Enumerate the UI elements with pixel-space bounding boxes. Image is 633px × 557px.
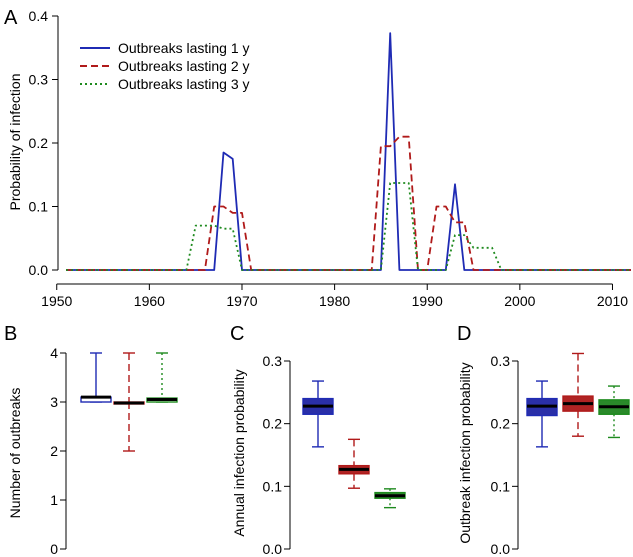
- box-y-tick-label: 3: [50, 394, 58, 410]
- a-y-tick-label: 0.1: [29, 199, 49, 215]
- box-1: [80, 352, 112, 403]
- box-y-tick-label: 0.1: [491, 478, 511, 494]
- box-y-tick-label: 1: [50, 492, 58, 508]
- panel-d-boxplot: 0.0 0.1 0.2 0.3: [491, 352, 630, 557]
- box-y-tick-label: 0.0: [491, 541, 511, 557]
- panel-a-legend: Outbreaks lasting 1 y Outbreaks lasting 2…: [80, 40, 250, 92]
- box-3: [146, 352, 178, 403]
- box-y-tick-label: 0.1: [263, 478, 283, 494]
- panel-b-boxplot: 0 1 2 3 4: [50, 345, 178, 557]
- panel-c-boxplot: 0.0 0.1 0.2 0.3: [263, 353, 406, 557]
- panel-label-b: B: [4, 323, 17, 345]
- box-y-tick-label: 4: [50, 345, 58, 361]
- a-x-tick-label: 1960: [134, 293, 165, 309]
- box-y-tick-label: 2: [50, 443, 58, 459]
- a-y-tick-label: 0.3: [29, 72, 49, 88]
- panel-label-d: D: [457, 323, 471, 345]
- panel-a-y-axis-label: Probability of infection: [7, 74, 23, 211]
- box-1: [302, 380, 334, 448]
- box-3: [598, 385, 630, 439]
- a-y-tick-label: 0.4: [29, 8, 49, 24]
- panel-c-y-axis-label: Annual infection probability: [231, 369, 247, 536]
- a-x-tick-label: 1980: [319, 293, 350, 309]
- panel-a-lines: [66, 32, 631, 271]
- panel-a-axes: 0.0 0.1 0.2 0.3 0.4 1950 1960 1970 1980 1990 2000 2…: [29, 8, 629, 309]
- series-line-3: [66, 182, 631, 271]
- box-2: [338, 438, 370, 489]
- box-y-tick-label: 0.0: [263, 541, 283, 557]
- a-x-tick-label: 1990: [412, 293, 443, 309]
- box-y-tick-label: 0: [50, 541, 58, 557]
- panel-d-y-axis-label: Outbreak infection probability: [457, 362, 473, 543]
- box-y-tick-label: 0.3: [263, 353, 283, 369]
- panel-label-a: A: [4, 7, 18, 29]
- a-x-tick-label: 1970: [226, 293, 257, 309]
- a-y-tick-label: 0.2: [29, 135, 49, 151]
- box-2: [113, 352, 145, 452]
- legend-label-1: Outbreaks lasting 1 y: [118, 40, 250, 56]
- box-y-tick-label: 0.3: [491, 353, 511, 369]
- legend-label-2: Outbreaks lasting 2 y: [118, 58, 250, 74]
- panel-label-c: C: [230, 323, 244, 345]
- a-x-tick-label: 2000: [504, 293, 535, 309]
- panel-b-y-axis-label: Number of outbreaks: [7, 388, 23, 519]
- series-line-2: [66, 135, 631, 271]
- legend-label-3: Outbreaks lasting 3 y: [118, 76, 250, 92]
- series-line-1: [66, 32, 631, 271]
- a-y-tick-label: 0.0: [29, 262, 49, 278]
- a-x-tick-label: 1950: [41, 293, 72, 309]
- box-3: [374, 488, 406, 509]
- a-x-tick-label: 2010: [597, 293, 628, 309]
- box-y-tick-label: 0.2: [263, 416, 283, 432]
- box-y-tick-label: 0.2: [491, 416, 511, 432]
- box-2: [562, 352, 594, 437]
- box-1: [526, 380, 558, 448]
